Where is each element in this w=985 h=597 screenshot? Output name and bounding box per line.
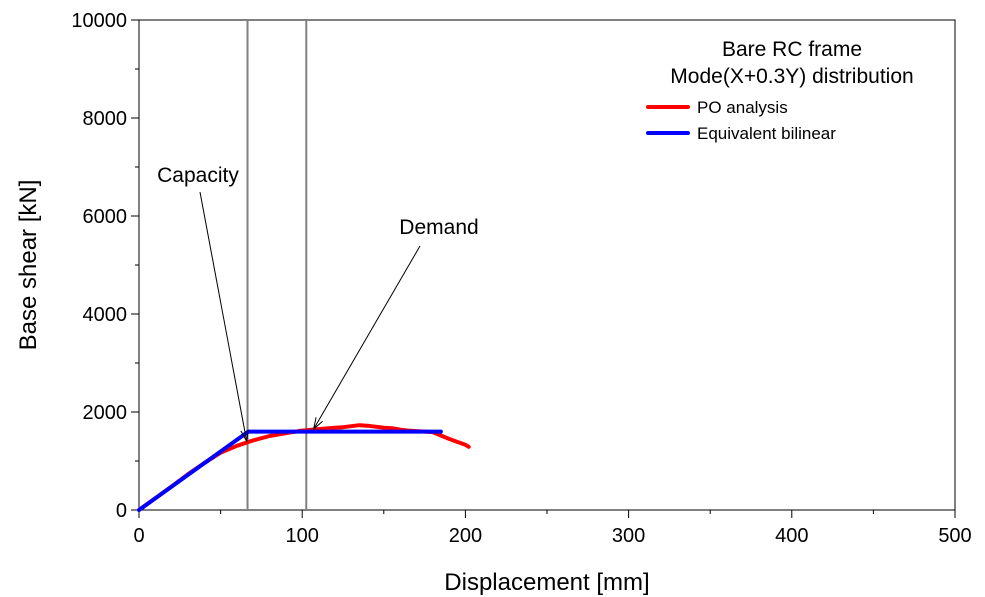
y-axis-title: Base shear [kN]	[15, 180, 42, 351]
y-tick-label: 10000	[71, 10, 127, 32]
legend: Bare RC frame Mode(X+0.3Y) distribution …	[646, 38, 914, 143]
y-tick-label: 8000	[83, 108, 128, 130]
legend-label-po-analysis: PO analysis	[697, 98, 788, 117]
legend-title-line-2: Mode(X+0.3Y) distribution	[670, 65, 913, 88]
axis-ticks	[131, 19, 956, 518]
x-tick-label: 100	[286, 525, 319, 547]
x-axis-title: Displacement [mm]	[444, 569, 649, 596]
capacity-arrow	[199, 191, 248, 442]
legend-title-line-1: Bare RC frame	[722, 38, 862, 61]
annotations: Capacity Demand	[157, 164, 479, 443]
x-tick-label: 400	[775, 525, 808, 547]
x-tick-label: 300	[612, 525, 645, 547]
demand-annotation-label: Demand	[399, 216, 478, 239]
y-tick-label: 6000	[83, 206, 128, 228]
x-tick-label: 500	[938, 525, 971, 547]
y-tick-label: 4000	[83, 304, 128, 326]
demand-arrowhead	[312, 417, 323, 431]
demand-arrow	[313, 245, 421, 430]
x-tick-label: 0	[133, 525, 144, 547]
tick-labels: 0 2000 4000 6000 8000 10000 0 100 200 300 400 500	[71, 10, 971, 547]
x-tick-label: 200	[449, 525, 482, 547]
plot-area	[138, 19, 956, 511]
y-tick-label: 0	[116, 500, 127, 522]
capacity-annotation-label: Capacity	[157, 164, 239, 187]
capacity-arrowhead	[240, 429, 249, 443]
y-tick-label: 2000	[83, 402, 128, 424]
legend-label-equivalent-bilinear: Equivalent bilinear	[697, 124, 836, 143]
